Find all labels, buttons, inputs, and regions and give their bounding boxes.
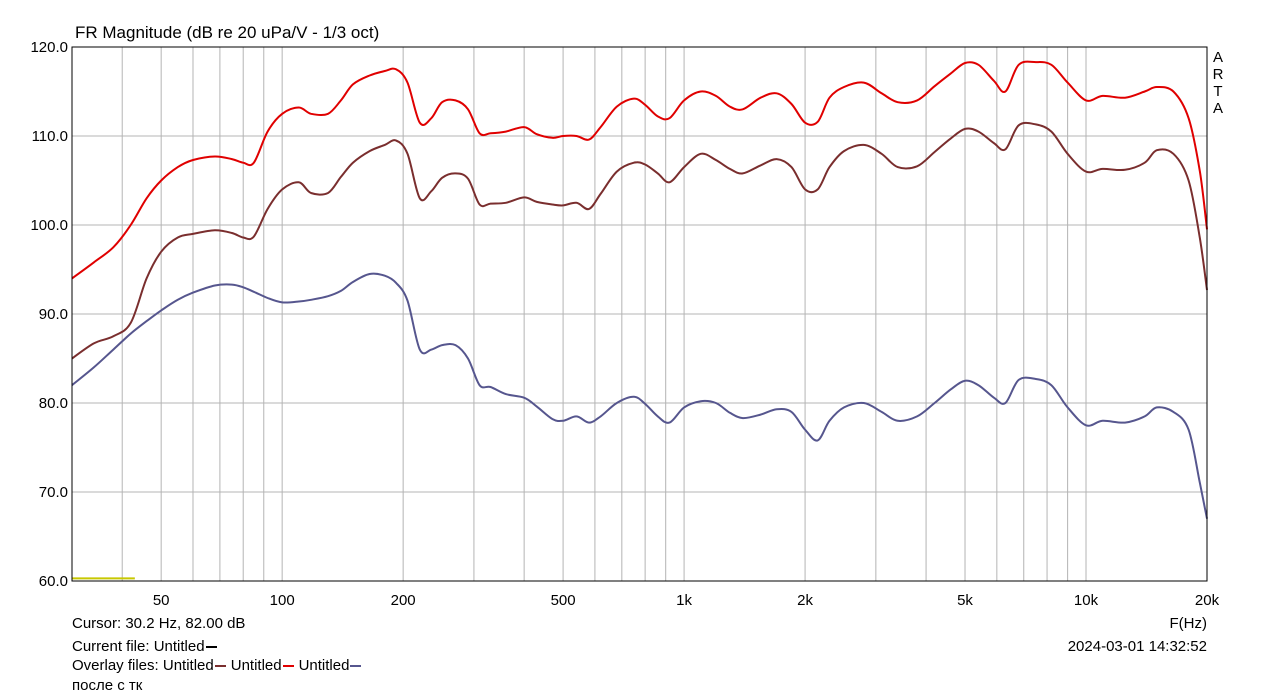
current-file-swatch [205,646,217,649]
x-tick-label: 500 [551,592,576,609]
overlay-file-1: Untitled [163,657,231,674]
overlay-files-line: Overlay files: Untitled Untitled Untitled [72,657,366,675]
y-tick-label: 60.0 [39,573,68,590]
x-tick-label: 1k [676,592,692,609]
current-file-line: Current file: Untitled [72,638,222,656]
x-axis-tick-labels: 50 100 200 500 1k 2k 5k 10k 20k [153,592,1220,609]
overlay-swatch-2 [282,665,294,668]
overlay-file-3: Untitled [299,657,367,674]
x-tick-label: 200 [391,592,416,609]
overlay-files-label: Overlay files: [72,657,159,674]
y-tick-label: 110.0 [32,128,68,145]
series-line-1 [71,60,1208,280]
watermark-letter: R [1213,66,1224,83]
x-tick-label: 50 [153,592,170,609]
watermark-letter: A [1213,49,1223,66]
y-tick-label: 100.0 [30,217,68,234]
overlay-swatch-1 [214,665,226,668]
y-tick-label: 120.0 [30,39,68,56]
overlay-file-2: Untitled [231,657,299,674]
chart-title: FR Magnitude (dB re 20 uPa/V - 1/3 oct) [75,23,379,42]
datetime: 2024-03-01 14:32:52 [1067,638,1207,655]
watermark-letter: T [1213,83,1222,100]
watermark-letter: A [1213,100,1223,117]
note-text: после с тк [72,677,143,694]
grid [72,47,1207,581]
x-axis-label: F(Hz) [1169,615,1208,632]
series-line-3 [71,272,1208,519]
overlay-swatch-3 [350,665,362,668]
x-tick-label: 5k [957,592,973,609]
x-tick-label: 2k [797,592,813,609]
series-lines [71,60,1208,519]
cursor-readout: Cursor: 30.2 Hz, 82.00 dB [72,615,246,632]
y-tick-label: 70.0 [39,484,68,501]
plot-frame [71,46,1208,582]
y-axis-tick-labels: 60.0 70.0 80.0 90.0 100.0 110.0 120.0 [30,39,68,590]
series-line-2 [71,121,1208,360]
x-tick-label: 20k [1195,592,1220,609]
current-file-text: Current file: Untitled [72,638,205,655]
x-tick-label: 100 [270,592,295,609]
x-tick-label: 10k [1074,592,1099,609]
y-tick-label: 80.0 [39,395,68,412]
y-tick-label: 90.0 [39,306,68,323]
